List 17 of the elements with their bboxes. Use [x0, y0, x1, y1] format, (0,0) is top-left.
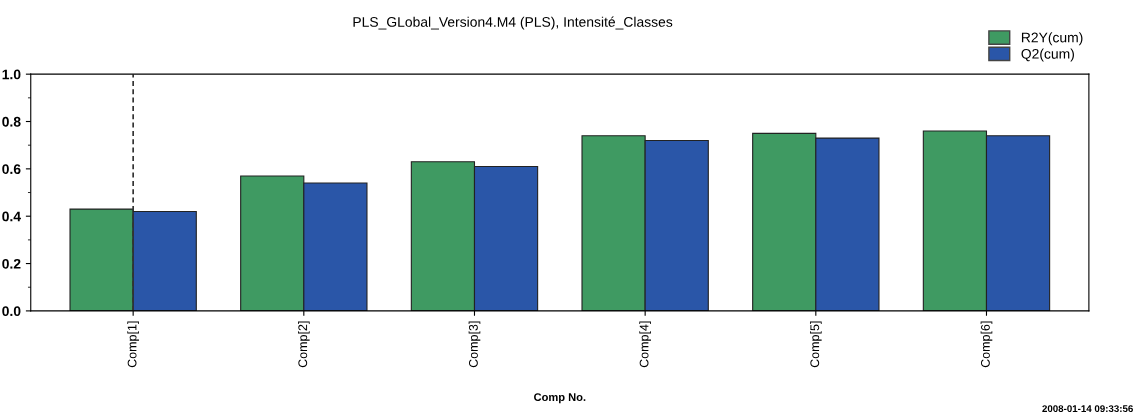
- x-tick-label: Comp[4]: [639, 321, 651, 368]
- text: 2008-01-14 09:33:56: [1042, 405, 1133, 413]
- legend-label: R2Y(cum): [1021, 32, 1083, 46]
- x-axis-title: Comp No.: [534, 393, 586, 404]
- y-tick-label: 0.0: [2, 306, 21, 317]
- y-tick-label: 0.6: [2, 164, 21, 175]
- x-tick-label: Comp[2]: [297, 321, 310, 368]
- x-tick-label: Comp[3]: [468, 321, 481, 368]
- x-tick-label: Comp[5]: [809, 321, 822, 368]
- y-tick-label: 0.2: [2, 258, 21, 269]
- x-tick-label: Comp[1]: [127, 321, 139, 368]
- y-tick-label: 0.4: [2, 211, 21, 222]
- y-tick-label: 1.0: [2, 69, 21, 80]
- y-tick-label: 0.8: [2, 116, 21, 127]
- chart-title: PLS_GLobal_Version4.M4 (PLS), Intensité_Classes: [353, 16, 673, 30]
- x-tick-label: Comp[6]: [980, 321, 993, 368]
- legend-label: Q2(cum): [1021, 48, 1074, 62]
